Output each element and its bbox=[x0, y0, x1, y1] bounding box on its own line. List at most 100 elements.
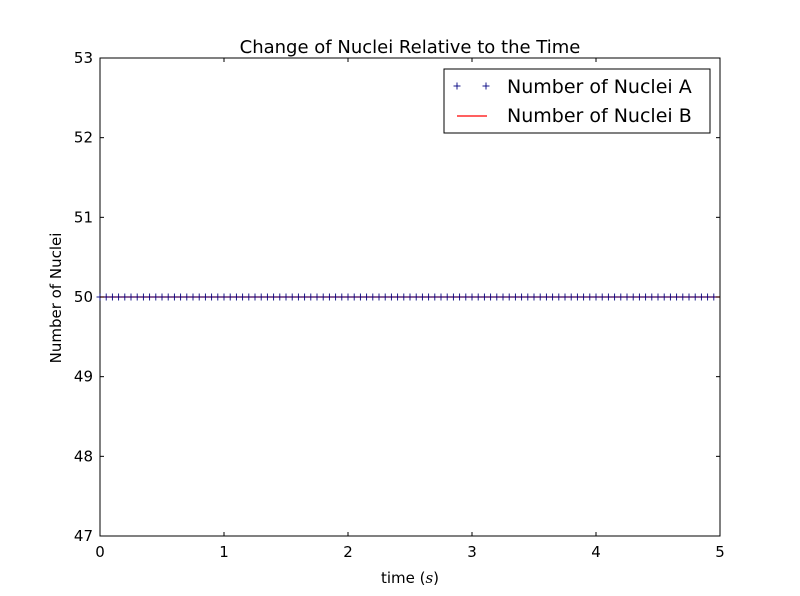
data-point-nuclei-a bbox=[604, 293, 612, 301]
data-point-nuclei-a bbox=[133, 293, 141, 301]
data-point-nuclei-a bbox=[511, 293, 519, 301]
y-tick-label: 53 bbox=[74, 49, 93, 67]
data-point-nuclei-a bbox=[468, 293, 476, 301]
data-point-nuclei-a bbox=[276, 293, 284, 301]
data-point-nuclei-a bbox=[418, 293, 426, 301]
data-point-nuclei-a bbox=[214, 293, 222, 301]
data-point-nuclei-a bbox=[499, 293, 507, 301]
data-point-nuclei-a bbox=[139, 293, 147, 301]
data-point-nuclei-a bbox=[189, 293, 197, 301]
data-point-nuclei-a bbox=[332, 293, 340, 301]
data-point-nuclei-a bbox=[251, 293, 259, 301]
x-tick-label: 5 bbox=[715, 543, 725, 561]
legend-entry-a: Number of Nuclei A bbox=[453, 76, 692, 98]
tick-marks bbox=[99, 57, 721, 537]
x-axis-label: time (s) bbox=[381, 569, 439, 587]
data-point-nuclei-a bbox=[505, 293, 513, 301]
data-point-nuclei-a bbox=[462, 293, 470, 301]
data-point-nuclei-a bbox=[201, 293, 209, 301]
data-point-nuclei-a bbox=[555, 293, 563, 301]
data-point-nuclei-a bbox=[431, 293, 439, 301]
data-point-nuclei-a bbox=[152, 293, 160, 301]
data-point-nuclei-a bbox=[381, 293, 389, 301]
data-point-nuclei-a bbox=[704, 293, 712, 301]
data-point-nuclei-a bbox=[350, 293, 358, 301]
data-point-nuclei-a bbox=[232, 293, 240, 301]
legend-label-b: Number of Nuclei B bbox=[507, 105, 692, 127]
data-point-nuclei-a bbox=[338, 293, 346, 301]
data-point-nuclei-a bbox=[195, 293, 203, 301]
data-point-nuclei-a bbox=[394, 293, 402, 301]
x-tick-label: 3 bbox=[467, 543, 477, 561]
data-point-nuclei-a bbox=[356, 293, 364, 301]
data-point-nuclei-a bbox=[301, 293, 309, 301]
data-point-nuclei-a bbox=[294, 293, 302, 301]
data-point-nuclei-a bbox=[586, 293, 594, 301]
data-point-nuclei-a bbox=[487, 293, 495, 301]
data-point-nuclei-a bbox=[257, 293, 265, 301]
data-point-nuclei-a bbox=[673, 293, 681, 301]
data-point-nuclei-a bbox=[325, 293, 333, 301]
data-point-nuclei-a bbox=[164, 293, 172, 301]
y-tick-label: 51 bbox=[74, 208, 93, 226]
data-point-nuclei-a bbox=[443, 293, 451, 301]
data-point-nuclei-a bbox=[282, 293, 290, 301]
data-point-nuclei-a bbox=[493, 293, 501, 301]
data-point-nuclei-a bbox=[127, 293, 135, 301]
series-markers-nuclei-a bbox=[96, 293, 718, 301]
y-tick-label: 47 bbox=[74, 527, 93, 545]
y-tick-label: 48 bbox=[74, 447, 93, 465]
data-point-nuclei-a bbox=[245, 293, 253, 301]
data-point-nuclei-a bbox=[536, 293, 544, 301]
data-point-nuclei-a bbox=[542, 293, 550, 301]
legend-box bbox=[443, 68, 711, 134]
data-point-nuclei-a bbox=[270, 293, 278, 301]
data-point-nuclei-a bbox=[691, 293, 699, 301]
data-point-nuclei-a bbox=[518, 293, 526, 301]
x-axis-label-text: time ( bbox=[381, 569, 426, 587]
data-point-nuclei-a bbox=[412, 293, 420, 301]
y-tick-label: 52 bbox=[74, 129, 93, 147]
data-point-nuclei-a bbox=[573, 293, 581, 301]
data-point-nuclei-a bbox=[146, 293, 154, 301]
data-point-nuclei-a bbox=[406, 293, 414, 301]
data-point-nuclei-a bbox=[666, 293, 674, 301]
y-tick-label: 49 bbox=[74, 368, 93, 386]
data-point-nuclei-a bbox=[239, 293, 247, 301]
data-point-nuclei-a bbox=[685, 293, 693, 301]
data-point-nuclei-a bbox=[629, 293, 637, 301]
data-point-nuclei-a bbox=[592, 293, 600, 301]
legend-marker bbox=[482, 82, 490, 90]
data-point-nuclei-a bbox=[263, 293, 271, 301]
data-point-nuclei-a bbox=[220, 293, 228, 301]
data-point-nuclei-a bbox=[425, 293, 433, 301]
data-point-nuclei-a bbox=[369, 293, 377, 301]
data-point-nuclei-a bbox=[319, 293, 327, 301]
data-point-nuclei-a bbox=[208, 293, 216, 301]
legend: Number of Nuclei A Number of Nuclei B bbox=[443, 68, 711, 134]
x-tick-label: 1 bbox=[219, 543, 229, 561]
data-point-nuclei-a bbox=[307, 293, 315, 301]
data-point-nuclei-a bbox=[288, 293, 296, 301]
data-point-nuclei-a bbox=[642, 293, 650, 301]
data-point-nuclei-a bbox=[530, 293, 538, 301]
data-point-nuclei-a bbox=[648, 293, 656, 301]
data-point-nuclei-a bbox=[313, 293, 321, 301]
data-point-nuclei-a bbox=[598, 293, 606, 301]
data-point-nuclei-a bbox=[480, 293, 488, 301]
data-point-nuclei-a bbox=[400, 293, 408, 301]
data-point-nuclei-a bbox=[115, 293, 123, 301]
data-point-nuclei-a bbox=[177, 293, 185, 301]
legend-label-a: Number of Nuclei A bbox=[507, 76, 692, 98]
x-tick-labels: 0 1 2 3 4 5 bbox=[95, 543, 725, 561]
data-point-nuclei-a bbox=[549, 293, 557, 301]
data-point-nuclei-a bbox=[611, 293, 619, 301]
data-point-nuclei-a bbox=[170, 293, 178, 301]
data-point-nuclei-a bbox=[344, 293, 352, 301]
data-point-nuclei-a bbox=[660, 293, 668, 301]
data-point-nuclei-a bbox=[697, 293, 705, 301]
data-point-nuclei-a bbox=[363, 293, 371, 301]
legend-swatch-markers bbox=[453, 82, 490, 90]
data-point-nuclei-a bbox=[121, 293, 129, 301]
